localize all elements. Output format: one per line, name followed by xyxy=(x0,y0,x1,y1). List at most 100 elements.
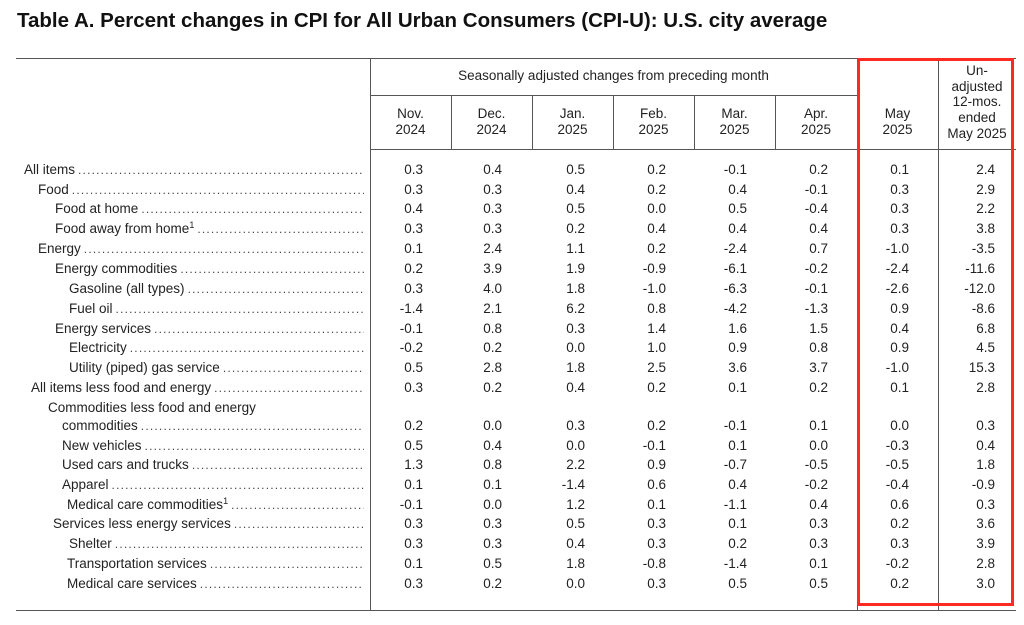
table-cell: 0.5 xyxy=(728,201,747,216)
table-cell: 0.1 xyxy=(890,380,909,395)
table-cell: 2.2 xyxy=(566,457,585,472)
table-cell: 0.3 xyxy=(976,497,995,512)
table-cell: 3.7 xyxy=(809,360,828,375)
table-cell: 2.9 xyxy=(976,182,995,197)
table-cell: 0.3 xyxy=(404,536,423,551)
table-cell: -0.1 xyxy=(723,418,747,433)
table-cell: 0.2 xyxy=(404,418,423,433)
table-cell: 0.3 xyxy=(566,418,585,433)
table-cell: 0.4 xyxy=(566,536,585,551)
table-cell: -1.0 xyxy=(642,281,666,296)
table-cell: 0.4 xyxy=(483,438,502,453)
table-cell: 0.1 xyxy=(809,418,828,433)
table-cell: 0.5 xyxy=(728,576,747,591)
col-header-unadjusted-12mos: Un- adjusted 12-mos. ended May 2025 xyxy=(947,63,1007,141)
dot-leader: ........................................… xyxy=(187,282,364,296)
table-top-rule xyxy=(16,58,1016,59)
table-cell: -0.7 xyxy=(723,457,747,472)
table-cell: 0.0 xyxy=(483,418,502,433)
row-label: Apparel xyxy=(62,477,109,492)
table-cell: 0.2 xyxy=(890,516,909,531)
col-header-dec-2024: Dec. 2024 xyxy=(476,106,507,137)
row-label: All items less food and energy xyxy=(31,380,212,395)
table-cell: 2.8 xyxy=(976,556,995,571)
table-row: Gasoline (all types)....................… xyxy=(0,281,1024,301)
table-cell: -2.6 xyxy=(885,281,909,296)
table-row: Commodities less food and energy commodit… xyxy=(0,400,1024,433)
table-cell: 0.3 xyxy=(976,418,995,433)
table-cell: 15.3 xyxy=(968,360,995,375)
table-cell: 0.3 xyxy=(404,516,423,531)
table-row: Food away from home1....................… xyxy=(0,221,1024,241)
row-label: Food xyxy=(38,182,69,197)
table-cell: 0.2 xyxy=(483,576,502,591)
row-label: Used cars and trucks xyxy=(62,457,189,472)
table-cell: 0.0 xyxy=(809,438,828,453)
table-cell: 0.3 xyxy=(566,321,585,336)
row-label: Energy xyxy=(38,241,81,256)
table-cell: 0.4 xyxy=(566,182,585,197)
table-cell: -0.8 xyxy=(642,556,666,571)
row-label: Energy services xyxy=(55,321,152,336)
table-cell: 0.4 xyxy=(890,321,909,336)
table-cell: 0.2 xyxy=(566,221,585,236)
table-cell: 0.3 xyxy=(404,380,423,395)
dot-leader: ........................................… xyxy=(144,439,364,453)
table-cell: 4.5 xyxy=(976,340,995,355)
table-cell: 0.0 xyxy=(483,497,502,512)
row-label: Commodities less food and energy xyxy=(48,400,256,415)
table-cell: 0.8 xyxy=(483,321,502,336)
table-cell: -0.1 xyxy=(804,182,828,197)
table-cell: 0.3 xyxy=(809,536,828,551)
table-cell: 0.4 xyxy=(728,182,747,197)
table-cell: 2.5 xyxy=(647,360,666,375)
table-cell: -0.4 xyxy=(885,477,909,492)
table-cell: 0.4 xyxy=(809,221,828,236)
column-separator xyxy=(451,95,452,149)
table-cell: -0.9 xyxy=(642,261,666,276)
table-cell: -2.4 xyxy=(885,261,909,276)
table-cell: 0.8 xyxy=(483,457,502,472)
table-cell: 3.6 xyxy=(976,516,995,531)
table-cell: 0.2 xyxy=(647,162,666,177)
dot-leader: ........................................… xyxy=(78,163,364,177)
table-cell: -0.2 xyxy=(885,556,909,571)
table-cell: 0.2 xyxy=(404,261,423,276)
dot-leader: ........................................… xyxy=(140,419,364,433)
table-cell: 0.3 xyxy=(890,536,909,551)
col-header-nov-2024: Nov. 2024 xyxy=(395,106,426,137)
col-header-apr-2025: Apr. 2025 xyxy=(800,106,832,137)
table-cell: -12.0 xyxy=(964,281,995,296)
dot-leader: ........................................… xyxy=(191,458,364,472)
table-cell: 0.2 xyxy=(647,241,666,256)
row-label: Utility (piped) gas service xyxy=(69,360,220,375)
table-cell: -0.2 xyxy=(399,340,423,355)
row-label: Food away from home1 xyxy=(55,220,195,237)
table-cell: -11.6 xyxy=(965,261,995,276)
table-cell: 0.3 xyxy=(404,281,423,296)
table-row: Transportation services.................… xyxy=(0,556,1024,576)
column-separator xyxy=(532,95,533,149)
dot-leader: ........................................… xyxy=(111,478,364,492)
table-cell: 1.2 xyxy=(566,497,585,512)
table-cell: 0.0 xyxy=(890,418,909,433)
table-cell: 3.9 xyxy=(483,261,502,276)
table-cell: -0.9 xyxy=(971,477,995,492)
group-caption-rule xyxy=(370,95,857,96)
table-cell: 0.0 xyxy=(647,201,666,216)
table-title: Table A. Percent changes in CPI for All … xyxy=(17,9,828,32)
table-cell: 0.4 xyxy=(566,380,585,395)
table-cell: 0.3 xyxy=(483,182,502,197)
seasonally-adjusted-caption: Seasonally adjusted changes from precedi… xyxy=(458,68,769,83)
col-header-mar-2025: Mar. 2025 xyxy=(719,106,750,137)
table-row: Energy services.........................… xyxy=(0,321,1024,341)
table-row: New vehicles............................… xyxy=(0,438,1024,458)
table-cell: 0.3 xyxy=(890,201,909,216)
dot-leader: ........................................… xyxy=(214,381,364,395)
table-cell: -6.1 xyxy=(723,261,747,276)
column-separator xyxy=(613,95,614,149)
table-cell: 0.0 xyxy=(566,340,585,355)
table-cell: 0.2 xyxy=(809,380,828,395)
table-cell: 4.0 xyxy=(483,281,502,296)
table-cell: 2.8 xyxy=(976,380,995,395)
